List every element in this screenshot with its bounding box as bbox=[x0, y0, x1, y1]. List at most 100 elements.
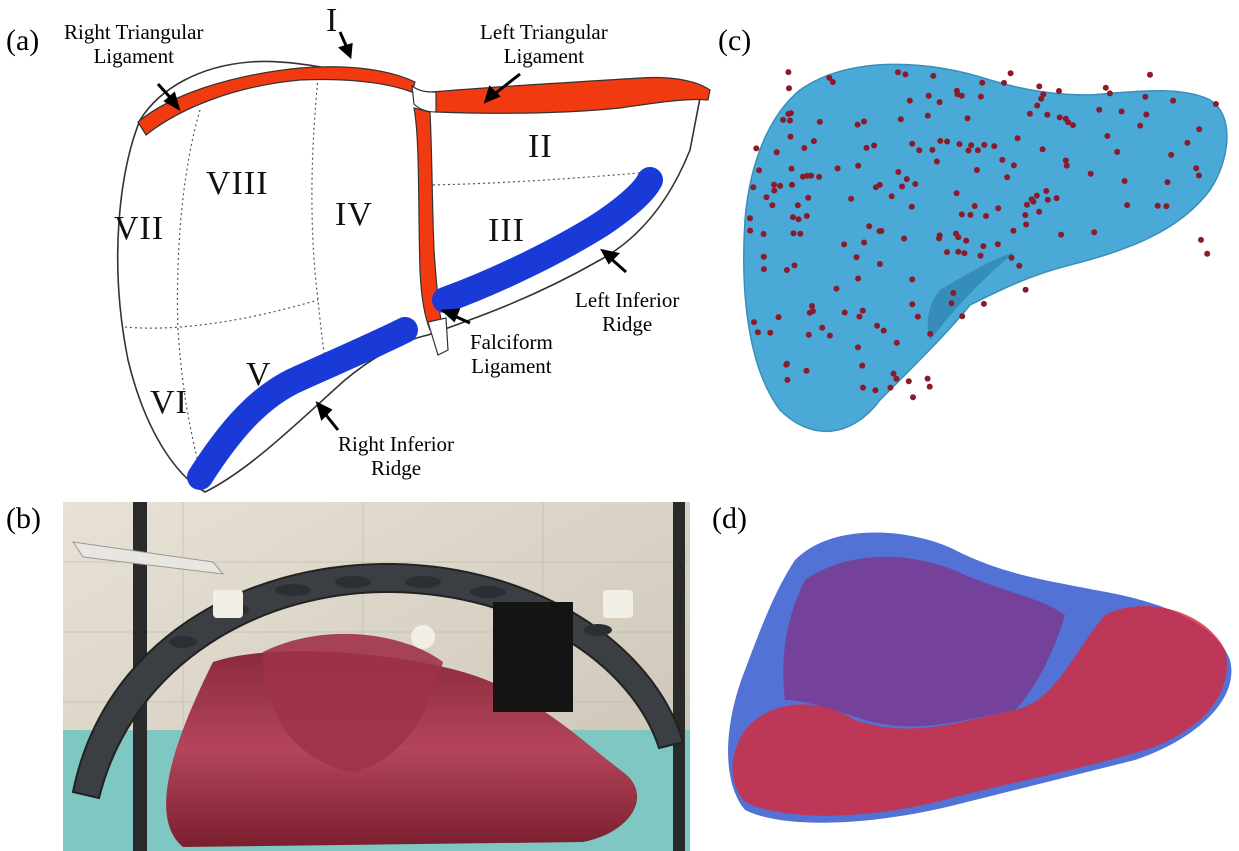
surface-point bbox=[902, 71, 909, 78]
surface-point bbox=[861, 118, 867, 125]
surface-point bbox=[1008, 254, 1015, 261]
surface-point bbox=[1102, 84, 1109, 91]
surface-point bbox=[1204, 250, 1211, 257]
surface-point bbox=[834, 165, 841, 172]
surface-point bbox=[1168, 151, 1175, 158]
surface-point bbox=[1212, 101, 1219, 107]
surface-point bbox=[816, 173, 823, 180]
surface-point bbox=[783, 361, 790, 368]
surface-point bbox=[794, 202, 801, 209]
surface-point bbox=[795, 216, 802, 223]
phantom-arch bbox=[71, 562, 685, 800]
surface-point bbox=[859, 307, 866, 314]
surface-point bbox=[1196, 126, 1203, 133]
surface-point bbox=[1056, 114, 1063, 121]
surface-point bbox=[955, 248, 962, 255]
surface-point bbox=[786, 85, 792, 92]
liver-overlay bbox=[728, 532, 1232, 823]
surface-point bbox=[1087, 170, 1094, 177]
surface-point bbox=[899, 183, 906, 190]
surface-point bbox=[914, 313, 921, 320]
surface-point bbox=[994, 241, 1001, 248]
surface-point bbox=[805, 194, 812, 201]
surface-point bbox=[967, 211, 974, 218]
surface-point bbox=[1007, 70, 1014, 77]
surface-point bbox=[944, 249, 950, 256]
surface-point bbox=[979, 79, 986, 86]
annot-right-triangular: Right Triangular Ligament bbox=[64, 20, 204, 68]
surface-point bbox=[750, 184, 757, 191]
surface-point bbox=[948, 300, 955, 307]
surface-point bbox=[906, 97, 913, 104]
surface-point bbox=[769, 202, 776, 209]
surface-point bbox=[1163, 203, 1170, 210]
surface-point bbox=[1184, 139, 1191, 146]
right-inferior-ridge bbox=[187, 317, 418, 490]
surface-point bbox=[887, 384, 894, 391]
surface-point bbox=[1147, 71, 1153, 78]
surface-point bbox=[1039, 146, 1046, 153]
segment-III: III bbox=[488, 212, 525, 249]
surface-point bbox=[859, 362, 866, 369]
panel-a-label: (a) bbox=[6, 24, 40, 57]
surface-point bbox=[1056, 88, 1062, 94]
surface-point bbox=[784, 376, 791, 383]
surface-point bbox=[819, 324, 826, 331]
surface-point bbox=[861, 239, 868, 246]
surface-point bbox=[1044, 196, 1051, 203]
left-triangular-ligament bbox=[431, 76, 711, 114]
segment-V: V bbox=[246, 356, 272, 393]
annotation-arrows bbox=[156, 31, 627, 431]
surface-point bbox=[1104, 133, 1111, 139]
surface-point bbox=[964, 115, 971, 122]
surface-point bbox=[893, 375, 900, 382]
surface-point bbox=[771, 181, 777, 188]
surface-point bbox=[760, 231, 767, 237]
annot-left-triangular: Left Triangular Ligament bbox=[480, 20, 608, 68]
surface-point bbox=[936, 99, 943, 106]
surface-point bbox=[1016, 262, 1023, 269]
surface-point bbox=[810, 308, 816, 315]
surface-point bbox=[897, 116, 904, 123]
surface-point bbox=[1010, 162, 1017, 169]
surface-point bbox=[855, 344, 861, 351]
surface-point bbox=[797, 230, 804, 237]
surface-point bbox=[1121, 178, 1128, 184]
liver-surface-points bbox=[743, 63, 1228, 432]
surface-point bbox=[788, 165, 795, 172]
surface-point bbox=[1023, 221, 1030, 228]
surface-point bbox=[872, 387, 879, 394]
surface-point bbox=[855, 162, 862, 169]
surface-point bbox=[747, 227, 754, 234]
surface-point bbox=[930, 72, 937, 79]
surface-point bbox=[936, 232, 943, 239]
surface-point bbox=[826, 332, 833, 339]
surface-point bbox=[912, 181, 919, 187]
surface-point bbox=[803, 213, 810, 219]
surface-point bbox=[787, 133, 794, 140]
surface-point bbox=[876, 181, 883, 188]
surface-point bbox=[1096, 106, 1103, 113]
surface-point bbox=[1036, 208, 1043, 215]
panel-d-label: (d) bbox=[712, 502, 747, 535]
surface-point bbox=[771, 187, 778, 194]
surface-point bbox=[767, 329, 774, 336]
surface-point bbox=[760, 253, 767, 260]
surface-point bbox=[968, 142, 975, 149]
surface-point bbox=[826, 74, 833, 81]
surface-point bbox=[1070, 122, 1076, 129]
surface-point bbox=[910, 394, 916, 401]
left-inferior-ridge bbox=[432, 167, 663, 313]
surface-point bbox=[1044, 111, 1051, 118]
overlap-region bbox=[783, 556, 1065, 727]
surface-point bbox=[1143, 111, 1150, 118]
surface-point bbox=[1034, 102, 1041, 109]
surface-point bbox=[773, 149, 780, 156]
surface-point bbox=[751, 319, 757, 326]
surface-point bbox=[888, 193, 895, 200]
surface-point bbox=[981, 141, 988, 148]
surface-point bbox=[1193, 165, 1200, 172]
surface-point bbox=[954, 91, 961, 98]
surface-point bbox=[1195, 172, 1202, 179]
surface-point bbox=[787, 117, 793, 124]
